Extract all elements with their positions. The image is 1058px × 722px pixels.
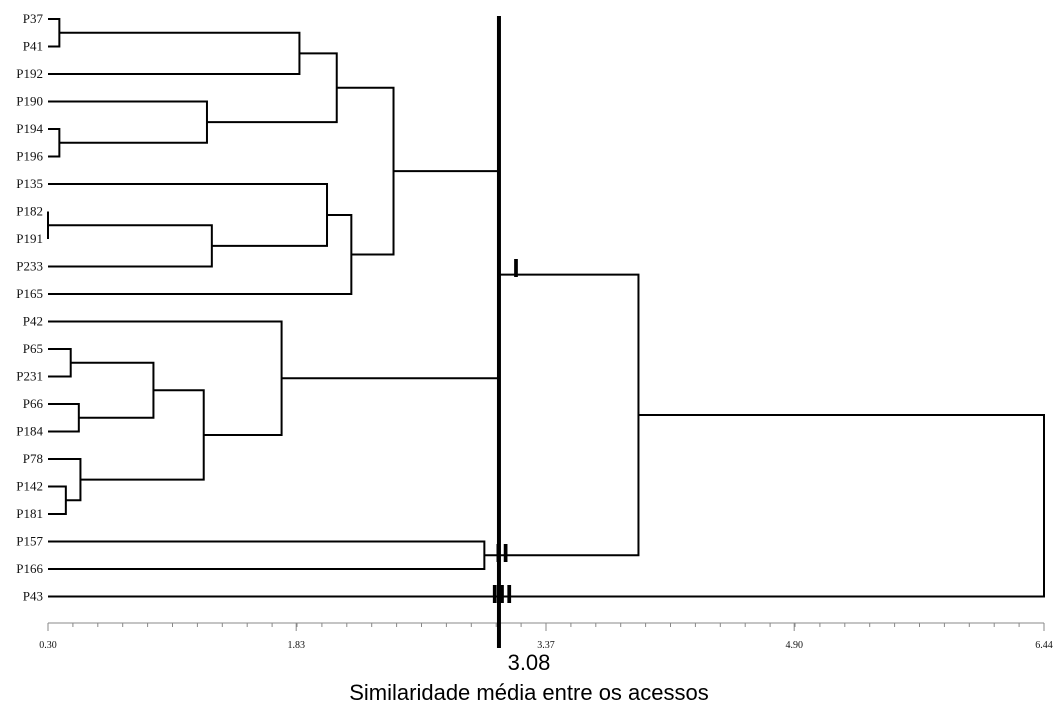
leaf-label-p233: P233 xyxy=(16,259,43,274)
dendrogram-branch-4 xyxy=(48,348,72,378)
dendrogram-branch-11 xyxy=(48,183,329,247)
leaf-label-p135: P135 xyxy=(16,176,43,191)
dendrogram-branch-3 xyxy=(48,485,67,515)
leaf-label-p166: P166 xyxy=(16,561,43,576)
leaf-label-p194: P194 xyxy=(16,121,43,136)
leaf-label-p142: P142 xyxy=(16,479,43,494)
x-tick-label-1: 1.83 xyxy=(287,640,305,651)
leaf-label-p157: P157 xyxy=(16,534,43,549)
leaf-label-p165: P165 xyxy=(16,286,43,301)
group-label-i: I xyxy=(512,253,519,283)
dendrogram-branch-14 xyxy=(48,213,353,295)
leaf-label-p191: P191 xyxy=(16,231,43,246)
dendrogram-branch-7 xyxy=(48,224,213,268)
dendrogram-branch-8 xyxy=(48,31,301,75)
leaf-label-p78: P78 xyxy=(23,451,43,466)
cut-value-label: 3.08 xyxy=(508,650,551,675)
dendrogram-branch-5 xyxy=(48,403,80,433)
x-tick-label-0: 0.30 xyxy=(39,640,57,651)
leaf-label-p37: P37 xyxy=(23,11,44,26)
x-tick-label-4: 6.44 xyxy=(1035,640,1053,651)
leaf-label-p181: P181 xyxy=(16,506,43,521)
leaf-label-p190: P190 xyxy=(16,94,43,109)
group-label-iii: III xyxy=(491,579,513,609)
leaf-label-p192: P192 xyxy=(16,66,43,81)
dendrogram-branch-12 xyxy=(80,389,205,481)
dendrogram-branch-19 xyxy=(484,273,640,557)
dendrogram-branch-9 xyxy=(48,100,208,144)
leaf-label-p42: P42 xyxy=(23,314,43,329)
leaf-label-p182: P182 xyxy=(16,204,43,219)
dendrogram-branch-16 xyxy=(336,86,395,256)
dendrogram-branch-18 xyxy=(48,540,486,570)
leaf-label-p41: P41 xyxy=(23,39,43,54)
dendrogram-branch-17 xyxy=(281,170,500,380)
leaf-label-p43: P43 xyxy=(23,589,43,604)
dendrogram-branch-20 xyxy=(48,413,1045,598)
dendrogram-branch-0 xyxy=(48,18,61,48)
leaf-label-p231: P231 xyxy=(16,369,43,384)
leaf-label-p184: P184 xyxy=(16,424,43,439)
dendrogram-branch-1 xyxy=(48,128,61,158)
group-label-ii: II xyxy=(495,538,509,568)
leaf-label-p65: P65 xyxy=(23,341,43,356)
x-axis-label: Similaridade média entre os acessos xyxy=(349,680,709,705)
leaf-label-p196: P196 xyxy=(16,149,43,164)
dendrogram-branch-10 xyxy=(70,361,155,419)
dendrogram-branch-13 xyxy=(206,52,338,124)
x-tick-label-2: 3.37 xyxy=(537,640,555,651)
dendrogram-branch-6 xyxy=(48,458,82,502)
leaf-label-p66: P66 xyxy=(23,396,44,411)
x-tick-label-3: 4.90 xyxy=(785,640,803,651)
